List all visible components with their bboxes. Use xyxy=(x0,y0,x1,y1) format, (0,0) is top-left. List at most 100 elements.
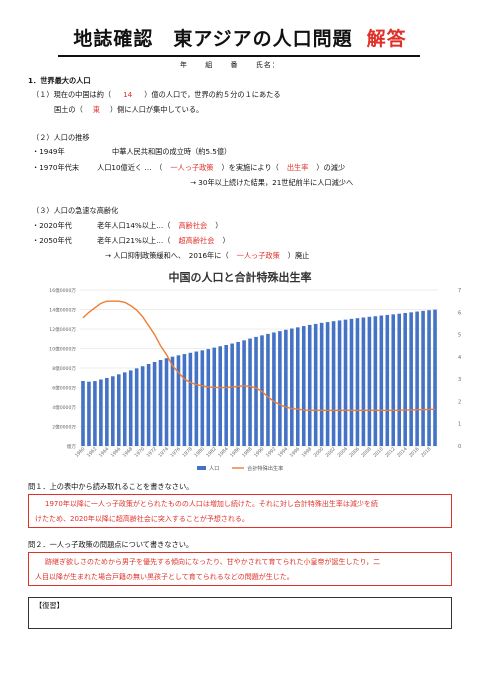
population-bar xyxy=(319,322,324,446)
x-tick-label: 2000 xyxy=(313,446,326,459)
q2-question: 問２．一人っ子政策の問題点について書きなさい。 xyxy=(28,540,194,549)
title-text: 地誌確認 東アジアの人口問題 xyxy=(73,28,353,50)
x-tick-label: 2008 xyxy=(360,446,373,459)
x-tick-label: 1994 xyxy=(277,446,290,459)
y2-tick-label: 4 xyxy=(458,355,461,361)
legend-fertility-label: 合計特殊出生率 xyxy=(247,464,283,472)
population-bar xyxy=(361,317,366,446)
population-bar xyxy=(421,310,425,446)
answer-super-aged-society: 超高齢社会 xyxy=(178,236,215,245)
y2-tick-label: 3 xyxy=(458,377,461,383)
population-bar xyxy=(164,358,169,446)
x-tick-label: 1984 xyxy=(217,446,230,459)
x-tick-label: 1974 xyxy=(157,446,170,459)
population-bar xyxy=(355,318,360,446)
population-bar xyxy=(307,324,312,446)
y-tick-label: 14億0000万 xyxy=(49,307,76,314)
population-bar xyxy=(122,372,127,446)
y-tick-label: 億万 xyxy=(67,443,77,450)
section2-row2: 人口10億近く … （一人っ子政策 ）を実施により（ 出生率 ）の減少 xyxy=(97,163,346,172)
section3-row2: 老年人口21%以上…（ 超高齢社会） xyxy=(97,236,230,245)
population-bar xyxy=(248,338,252,446)
population-bar xyxy=(242,340,246,446)
population-bar xyxy=(93,381,97,446)
population-bar xyxy=(272,332,276,446)
meta-number: 番 xyxy=(230,61,239,69)
y-tick-label: 8億0000万 xyxy=(52,365,76,372)
population-bar xyxy=(224,344,228,446)
student-info-fields: 年 組 番 氏名： xyxy=(180,60,294,70)
population-bar xyxy=(218,346,223,446)
y2-tick-label: 2 xyxy=(458,399,461,405)
population-bar xyxy=(403,313,407,446)
population-bar xyxy=(111,376,115,446)
population-bar xyxy=(295,327,300,446)
x-tick-label: 1998 xyxy=(301,446,314,459)
population-bar xyxy=(278,331,282,446)
population-bar xyxy=(140,366,145,446)
population-bar xyxy=(212,347,217,446)
population-bar xyxy=(349,318,354,446)
y2-tick-label: 0 xyxy=(458,444,461,450)
x-tick-label: 2010 xyxy=(372,446,385,459)
meta-name: 氏名： xyxy=(255,61,280,69)
y-tick-label: 12億0000万 xyxy=(49,326,76,333)
x-tick-label: 1992 xyxy=(265,446,278,459)
chart-title: 中国の人口と合計特殊出生率 xyxy=(168,271,312,284)
population-bar xyxy=(236,341,240,446)
x-tick-label: 1970 xyxy=(134,446,147,459)
section1-heading: 1．世界最大の人口 xyxy=(28,76,91,85)
population-bar xyxy=(230,343,234,446)
y-tick-label: 6億0000万 xyxy=(52,385,76,392)
population-bar xyxy=(266,333,270,446)
y-tick-label: 4億0000万 xyxy=(52,404,76,411)
y2-tick-label: 1 xyxy=(458,422,461,428)
answer-policy-abolished: 一人っ子政策 xyxy=(236,251,280,260)
page-title: 地誌確認 東アジアの人口問題 解答 xyxy=(0,24,480,51)
q1-answer-line1: 1970年以降に一人っ子政策がとられたものの人口は増加し続けた。それに対し合計特… xyxy=(45,500,378,508)
fertility-rate-line xyxy=(82,300,436,412)
population-bar xyxy=(379,315,384,446)
population-bar xyxy=(128,370,133,446)
y-tick-label: 10億0000万 xyxy=(49,346,76,353)
x-tick-label: 1990 xyxy=(253,446,266,459)
population-bar xyxy=(343,319,348,446)
x-tick-label: 2002 xyxy=(324,446,337,459)
section3-heading: （３）人口の急速な高齢化 xyxy=(32,206,119,215)
population-bar xyxy=(116,374,121,446)
y-tick-label: 2億0000万 xyxy=(52,424,76,431)
population-bar xyxy=(99,379,103,446)
population-bar xyxy=(337,320,342,446)
q1-answer-line2: けたため、2020年以降に超高齢社会に突入することが予想される。 xyxy=(35,515,249,523)
x-tick-label: 1968 xyxy=(122,446,135,459)
section2-row2-label: ・1970年代末 xyxy=(32,163,80,172)
population-bar xyxy=(158,360,163,446)
section3-row1: 老年人口14%以上…（ 高齢社会） xyxy=(97,221,223,230)
population-bar xyxy=(415,311,419,446)
x-tick-label: 1966 xyxy=(110,446,123,459)
x-tick-label: 2016 xyxy=(408,446,421,459)
section3-row1-label: ・2020年代 xyxy=(32,221,72,230)
x-tick-label: 2018 xyxy=(420,446,433,459)
x-tick-label: 2004 xyxy=(336,446,349,459)
population-bar xyxy=(409,312,413,446)
population-bar xyxy=(254,336,258,446)
population-bar xyxy=(331,321,336,446)
y2-tick-label: 7 xyxy=(458,288,461,294)
x-tick-label: 1976 xyxy=(169,446,182,459)
answer-birth-rate: 出生率 xyxy=(286,163,309,172)
x-tick-label: 2012 xyxy=(384,446,397,459)
y-tick-label: 16億0000万 xyxy=(49,287,76,294)
q2-answer-box: 跡継ぎ欲しさのためから男子を優先する傾向になったり、甘やかされて育てられた小皇帝… xyxy=(28,552,452,586)
x-tick-label: 1986 xyxy=(229,446,242,459)
x-tick-label: 1982 xyxy=(205,446,218,459)
answer-label: 解答 xyxy=(366,28,407,50)
meta-class: 組 xyxy=(205,61,214,69)
review-label: 【復習】 xyxy=(35,601,64,610)
section1-line2: 国土の（東）側に人口が集中している。 xyxy=(54,105,204,114)
population-bar xyxy=(87,381,91,446)
review-box: 【復習】 xyxy=(28,597,452,629)
population-bar xyxy=(105,377,109,446)
meta-year: 年 xyxy=(180,61,188,69)
